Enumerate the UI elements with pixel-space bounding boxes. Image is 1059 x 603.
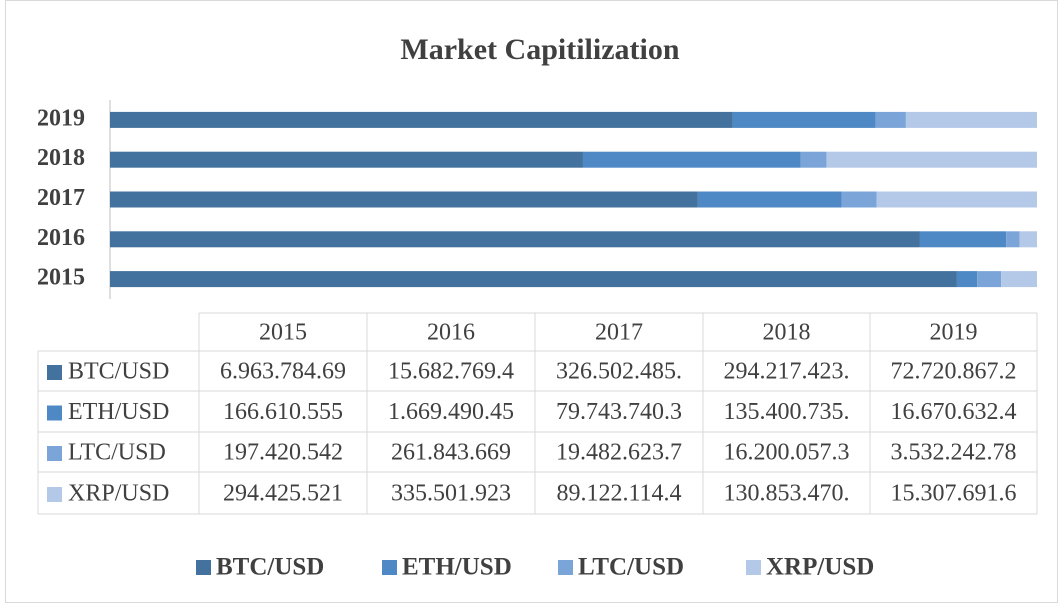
table-cell: 294.425.521 <box>223 481 343 507</box>
bar-segment <box>110 111 733 128</box>
table-cell: 261.843.669 <box>391 440 511 466</box>
table-cell: 15.307.691.6 <box>891 481 1017 507</box>
table-cell: 1.669.490.45 <box>388 399 514 425</box>
table-row-label: BTC/USD <box>68 359 169 385</box>
legend-swatch <box>746 560 761 575</box>
y-tick-label: 2016 <box>37 225 85 251</box>
y-tick-label: 2015 <box>37 265 85 291</box>
table-cell: 89.122.114.4 <box>556 481 681 507</box>
legend-swatch <box>196 560 211 575</box>
legend-label: ETH/USD <box>402 554 512 581</box>
bar-segment <box>732 111 876 128</box>
table-cell: 326.502.485. <box>556 359 682 385</box>
bar-segment <box>875 111 906 128</box>
bar-segment <box>697 191 842 208</box>
y-tick-label: 2017 <box>37 185 85 211</box>
table-cell: 294.217.423. <box>724 359 850 385</box>
table-cell: 15.682.769.4 <box>388 359 514 385</box>
table-row-label: ETH/USD <box>68 399 169 425</box>
table-legend-key <box>47 487 62 502</box>
legend-label: XRP/USD <box>766 554 874 581</box>
y-tick-label: 2019 <box>37 105 85 131</box>
table-cell: 135.400.735. <box>724 399 850 425</box>
legend-label: BTC/USD <box>216 554 324 581</box>
bar-segment <box>826 151 1037 168</box>
bar-segment <box>110 151 583 168</box>
table-cell: 3.532.242.78 <box>891 440 1017 466</box>
table-cell: 130.853.470. <box>724 481 850 507</box>
legend-swatch <box>558 560 573 575</box>
table-cell: 335.501.923 <box>391 481 511 507</box>
table-cell: 79.743.740.3 <box>556 399 682 425</box>
bar-segment <box>1019 231 1037 248</box>
table-cell: 166.610.555 <box>223 399 343 425</box>
table-header: 2018 <box>763 320 811 346</box>
y-tick-label: 2018 <box>37 145 85 171</box>
bar-segment <box>919 231 1007 248</box>
table-legend-key <box>47 446 62 461</box>
table-cell: 197.420.542 <box>223 440 343 466</box>
chart-title: Market Capitilization <box>400 33 679 66</box>
table-cell: 19.482.623.7 <box>556 440 682 466</box>
chart-border <box>5 0 1058 603</box>
table-legend-key <box>47 365 62 380</box>
table-header: 2017 <box>595 320 643 346</box>
bar-segment <box>956 271 978 288</box>
legend-swatch <box>382 560 397 575</box>
table-cell: 16.670.632.4 <box>891 399 1017 425</box>
legend-label: LTC/USD <box>578 554 684 581</box>
bar-segment <box>1006 231 1020 248</box>
table-header: 2019 <box>930 320 978 346</box>
table-header: 2015 <box>259 320 307 346</box>
bar-segment <box>582 151 801 168</box>
table-cell: 16.200.057.3 <box>724 440 850 466</box>
table-cell: 6.963.784.69 <box>220 359 346 385</box>
bar-segment <box>876 191 1037 208</box>
bar-segment <box>841 191 877 208</box>
bar-segment <box>110 191 698 208</box>
bar-segment <box>110 231 920 248</box>
table-row-label: XRP/USD <box>68 481 169 507</box>
table-row-label: LTC/USD <box>68 440 166 466</box>
table-legend-key <box>47 405 62 421</box>
bar-segment <box>1001 271 1037 288</box>
bar-segment <box>110 271 957 288</box>
bar-segment <box>800 151 827 168</box>
bar-segment <box>977 271 1002 288</box>
table-cell: 72.720.867.2 <box>891 359 1017 385</box>
table-header: 2016 <box>427 320 475 346</box>
bar-segment <box>905 111 1037 128</box>
